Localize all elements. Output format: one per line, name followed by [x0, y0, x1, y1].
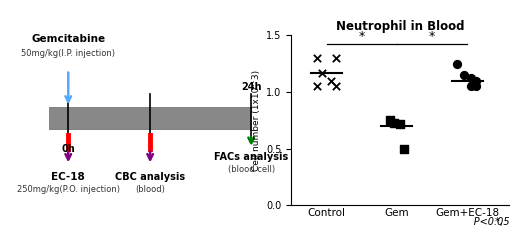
Point [385, 118, 394, 122]
Point [471, 79, 480, 83]
Text: 50mg/kg(I.P. injection): 50mg/kg(I.P. injection) [21, 49, 116, 58]
Point [459, 73, 468, 77]
Text: P<0.05: P<0.05 [455, 217, 509, 227]
Point [453, 62, 461, 66]
Text: Gemcitabine: Gemcitabine [31, 34, 106, 44]
Text: CBC analysis: CBC analysis [115, 172, 185, 182]
Text: 0h: 0h [61, 144, 75, 154]
Text: *: * [359, 30, 365, 43]
Point [331, 56, 340, 60]
Point [390, 121, 398, 125]
Point [395, 122, 404, 126]
Y-axis label: Cell number (1x10^3): Cell number (1x10^3) [251, 70, 261, 171]
Text: 24h: 24h [241, 82, 261, 92]
Title: Neutrophil in Blood: Neutrophil in Blood [336, 20, 465, 33]
Text: *: * [429, 30, 435, 43]
Point [400, 147, 408, 151]
Point [471, 84, 480, 88]
Bar [49, 107, 251, 129]
Text: 250mg/kg(P.O. injection): 250mg/kg(P.O. injection) [17, 185, 120, 194]
Point [313, 56, 322, 60]
Point [313, 84, 322, 88]
Point [331, 84, 340, 88]
Point [327, 79, 335, 83]
Text: *,: *, [495, 217, 509, 227]
Point [318, 71, 326, 75]
Text: EC-18: EC-18 [51, 172, 85, 182]
Point [466, 76, 475, 80]
Text: FACs analysis: FACs analysis [214, 152, 288, 162]
Point [466, 84, 475, 88]
Text: (blood cell): (blood cell) [228, 165, 275, 174]
Text: (blood): (blood) [135, 185, 165, 194]
